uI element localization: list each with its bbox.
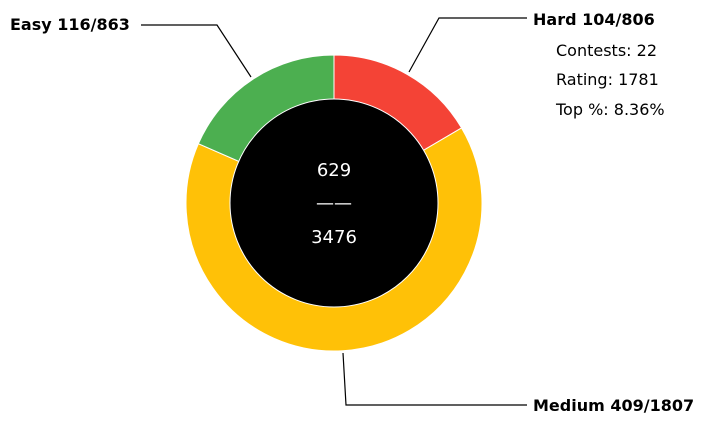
medium-label: Medium 409/1807	[533, 396, 694, 415]
contests-stat: Contests: 22	[556, 41, 657, 60]
rating-stat: Rating: 1781	[556, 70, 659, 89]
easy-leader-line	[141, 24, 252, 78]
center-disc	[229, 98, 439, 308]
medium-leader-line	[342, 352, 527, 406]
hard-leader-line	[408, 17, 527, 73]
easy-label: Easy 116/863	[10, 15, 130, 34]
hard-label: Hard 104/806	[533, 10, 655, 29]
center-total-count: 3476	[311, 227, 357, 248]
center-divider: ——	[316, 193, 352, 214]
center-solved-count: 629	[317, 160, 351, 181]
top-percent-stat: Top %: 8.36%	[555, 100, 665, 119]
